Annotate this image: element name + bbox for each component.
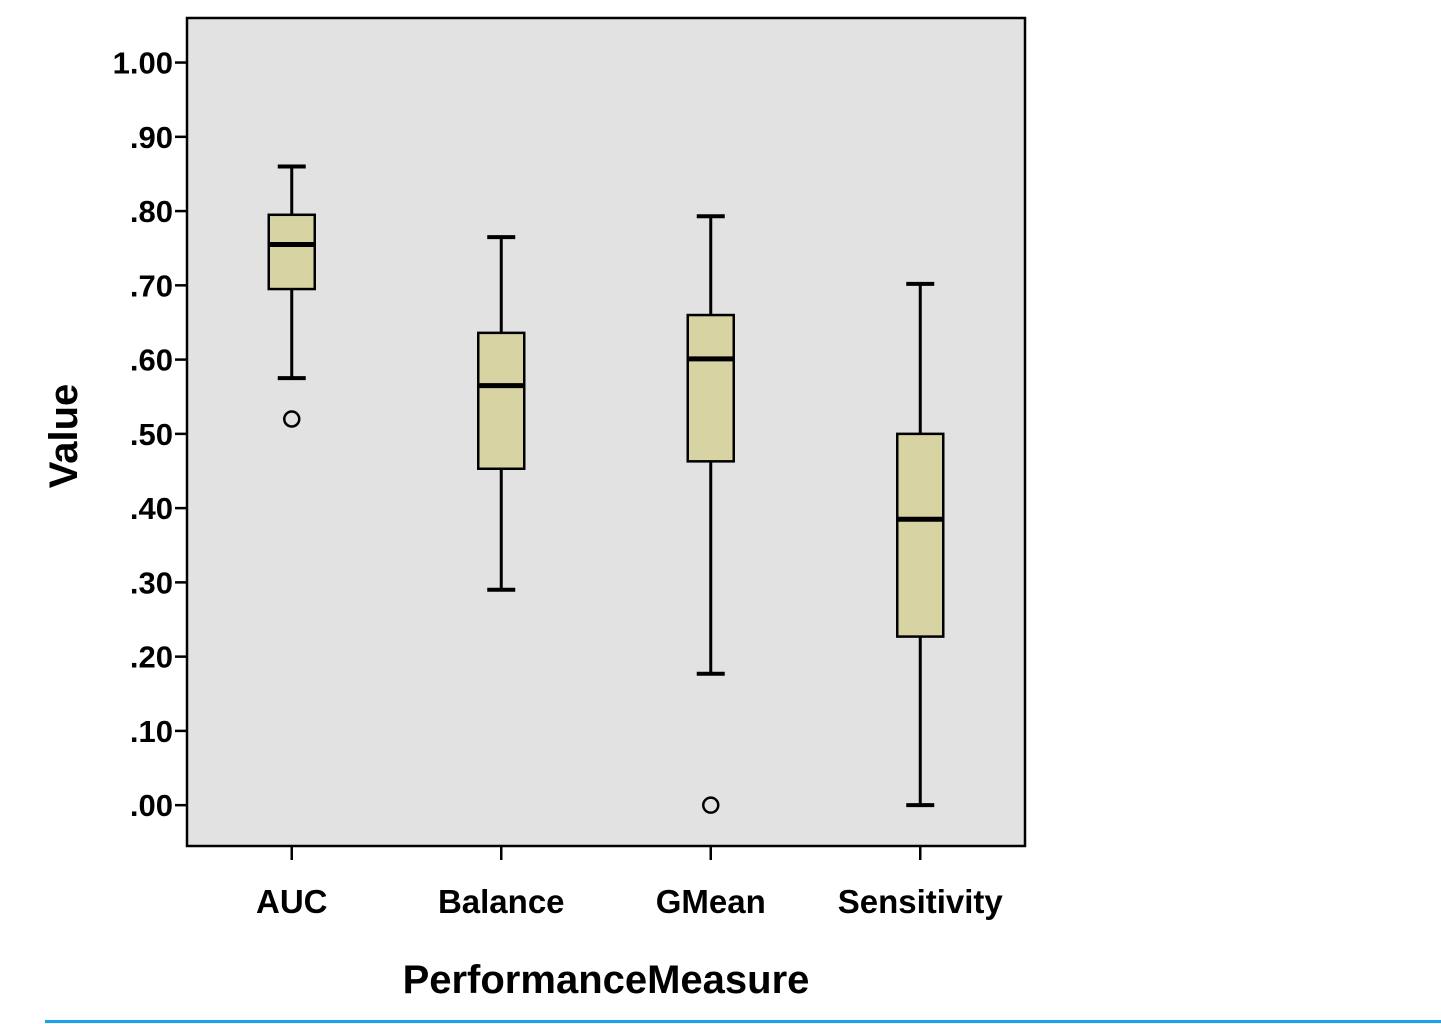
x-tick-label: Sensitivity (838, 883, 1004, 920)
x-tick-label: AUC (256, 883, 328, 920)
y-tick-label: .10 (130, 714, 173, 749)
y-tick-label: .40 (130, 491, 173, 526)
box-auc (267, 164, 316, 428)
box-gmean (686, 214, 735, 814)
y-tick-label: .80 (130, 194, 173, 229)
outlier-point (702, 796, 720, 814)
y-tick-label: 1.00 (113, 46, 173, 81)
bottom-rule (45, 1020, 1441, 1023)
x-axis: AUC Balance GMean Sensitivity (256, 846, 1003, 920)
iqr-box (477, 331, 526, 471)
box-sensitivity (896, 281, 945, 808)
box-series (267, 164, 945, 814)
y-tick-label: .60 (130, 343, 173, 378)
box-balance (477, 235, 526, 592)
y-tick-label: .70 (130, 268, 173, 303)
iqr-box (686, 313, 735, 463)
x-tick-label: GMean (656, 883, 766, 920)
outlier-point (283, 410, 301, 428)
y-axis-title: Value (42, 384, 86, 489)
y-tick-label: .90 (130, 120, 173, 155)
y-tick-label: .20 (130, 640, 173, 675)
plot-area (185, 16, 1027, 848)
y-tick-label: .00 (130, 788, 173, 823)
x-axis-title: PerformanceMeasure (403, 958, 810, 1002)
y-tick-label: .50 (130, 417, 173, 452)
iqr-box (267, 213, 316, 291)
x-tick-label: Balance (438, 883, 565, 920)
y-axis: 1.00 .90 .80 .70 .60 .50 .40 .30 .20 .10 .00 (113, 46, 187, 823)
iqr-box (896, 432, 945, 638)
y-tick-label: .30 (130, 565, 173, 600)
